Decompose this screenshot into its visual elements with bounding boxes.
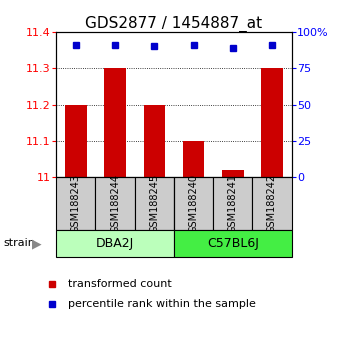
- Bar: [144, 104, 165, 177]
- Text: strain: strain: [3, 239, 35, 249]
- Bar: [252, 177, 292, 230]
- Text: GSM188245: GSM188245: [149, 174, 159, 233]
- Bar: [174, 230, 292, 257]
- Bar: [213, 177, 252, 230]
- Bar: [65, 104, 87, 177]
- Bar: [174, 177, 213, 230]
- Text: GSM188243: GSM188243: [71, 174, 81, 233]
- Text: GSM188240: GSM188240: [189, 174, 198, 233]
- Bar: [222, 170, 243, 177]
- Text: transformed count: transformed count: [68, 279, 172, 289]
- Bar: [261, 68, 283, 177]
- Bar: [104, 68, 126, 177]
- Bar: [183, 141, 204, 177]
- Bar: [56, 177, 95, 230]
- Bar: [135, 177, 174, 230]
- Text: GSM188241: GSM188241: [228, 174, 238, 233]
- Text: C57BL6J: C57BL6J: [207, 237, 259, 250]
- Bar: [95, 177, 135, 230]
- Text: GSM188244: GSM188244: [110, 174, 120, 233]
- Text: percentile rank within the sample: percentile rank within the sample: [68, 298, 256, 309]
- Text: GSM188242: GSM188242: [267, 174, 277, 233]
- Title: GDS2877 / 1454887_at: GDS2877 / 1454887_at: [85, 16, 263, 32]
- Text: DBA2J: DBA2J: [96, 237, 134, 250]
- Text: ▶: ▶: [32, 237, 42, 250]
- Bar: [56, 230, 174, 257]
